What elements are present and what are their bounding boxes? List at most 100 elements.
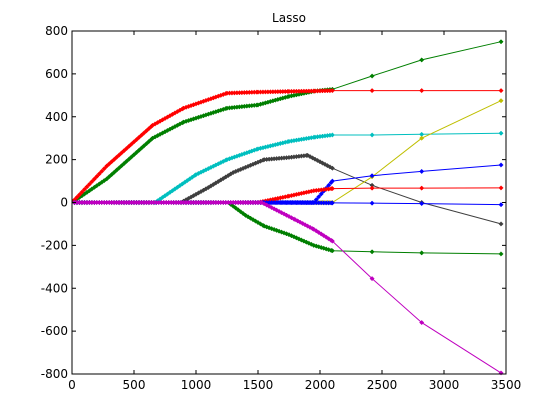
data-point	[498, 221, 504, 227]
data-point	[498, 88, 504, 94]
x-tick-label: 0	[68, 378, 76, 392]
data-point	[285, 88, 291, 95]
data-point	[291, 216, 297, 222]
data-point	[94, 173, 100, 180]
series-2	[71, 88, 504, 203]
data-point	[328, 200, 334, 206]
data-point	[101, 178, 107, 184]
x-tick-label: 3000	[429, 378, 460, 392]
data-point	[310, 226, 316, 232]
data-point	[318, 231, 324, 237]
data-point	[179, 106, 185, 112]
chart-title: Lasso	[272, 11, 306, 25]
data-point	[327, 164, 333, 170]
data-point	[101, 166, 107, 172]
data-point	[96, 171, 102, 177]
data-point	[316, 194, 322, 200]
data-point	[264, 202, 270, 208]
data-point	[295, 218, 301, 224]
data-point	[254, 89, 260, 95]
y-tick-label: 400	[45, 110, 68, 124]
data-point	[419, 57, 425, 63]
y-tick-label: 600	[45, 67, 68, 81]
data-point	[283, 231, 290, 237]
data-point	[307, 154, 313, 160]
data-point	[79, 189, 85, 195]
data-point	[321, 233, 327, 239]
y-tick-label: 800	[45, 24, 68, 38]
data-point	[419, 201, 425, 207]
series-10	[71, 199, 504, 376]
series-layer	[71, 39, 504, 376]
data-point	[369, 132, 375, 138]
data-point	[328, 179, 334, 186]
data-point	[99, 168, 105, 174]
data-point	[255, 219, 261, 226]
data-point	[310, 155, 316, 161]
data-point	[179, 120, 185, 126]
data-point	[228, 171, 234, 177]
y-tick-label: -200	[41, 238, 68, 252]
y-tick-label: 0	[60, 196, 68, 210]
x-tick-label: 1000	[181, 378, 212, 392]
data-point	[74, 194, 80, 200]
data-point	[303, 152, 309, 159]
data-point	[369, 249, 375, 255]
data-point	[369, 185, 375, 191]
data-point	[322, 161, 328, 167]
data-point	[223, 157, 229, 163]
data-point	[369, 88, 375, 94]
data-point	[419, 185, 425, 191]
x-tick-label: 3500	[491, 378, 522, 392]
data-point	[81, 186, 87, 193]
data-point	[327, 132, 333, 138]
x-tick-label: 2500	[367, 378, 398, 392]
y-tick-label: -400	[41, 281, 68, 295]
data-point	[498, 39, 504, 45]
data-point	[311, 88, 317, 94]
data-point	[498, 185, 504, 191]
data-point	[328, 237, 334, 243]
x-tick-label: 500	[123, 378, 146, 392]
data-point	[283, 212, 290, 218]
data-point	[419, 319, 425, 326]
data-point	[419, 168, 425, 174]
data-point	[318, 191, 324, 197]
data-point	[148, 136, 154, 142]
data-point	[298, 237, 304, 243]
ticks-layer: 0 500 1000 1500 2000 2500 3000 3500-800-600-400…	[41, 24, 522, 392]
data-point	[313, 228, 319, 234]
data-point	[264, 224, 270, 230]
data-point	[324, 163, 330, 169]
data-point	[498, 98, 504, 104]
data-point	[327, 88, 333, 94]
data-point	[86, 181, 92, 187]
data-point	[419, 250, 425, 256]
data-point	[260, 222, 266, 228]
data-point	[328, 247, 334, 253]
data-point	[203, 186, 209, 192]
data-point	[308, 241, 314, 247]
y-tick-label: -800	[41, 367, 68, 381]
data-point	[240, 210, 246, 217]
data-point	[498, 202, 504, 208]
data-point	[419, 135, 425, 141]
data-point	[279, 210, 285, 216]
data-point	[89, 179, 95, 185]
y-tick-label: 200	[45, 153, 68, 167]
data-point	[283, 155, 290, 161]
data-point	[369, 73, 375, 79]
data-point	[498, 251, 504, 257]
data-point	[328, 186, 334, 192]
x-tick-label: 2000	[305, 378, 336, 392]
x-tick-label: 1500	[243, 378, 274, 392]
data-point	[369, 276, 375, 282]
data-point	[76, 192, 82, 198]
data-point	[369, 200, 375, 206]
data-point	[257, 199, 264, 206]
data-point	[91, 176, 97, 182]
data-point	[148, 123, 154, 129]
data-point	[419, 88, 425, 94]
series-8	[71, 199, 504, 257]
